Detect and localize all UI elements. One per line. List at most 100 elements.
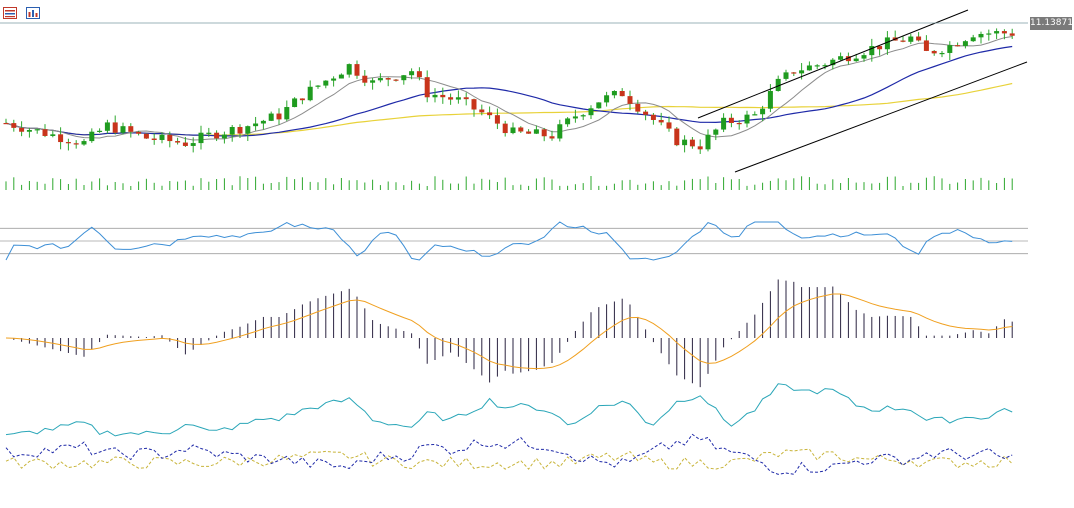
candle-body bbox=[26, 130, 32, 132]
candle-body bbox=[65, 142, 71, 144]
candle-body bbox=[424, 77, 430, 98]
candle-body bbox=[260, 120, 266, 124]
candle-body bbox=[877, 46, 883, 50]
candle-body bbox=[721, 117, 727, 130]
candle-body bbox=[986, 33, 992, 35]
minus-di-line bbox=[5, 433, 1013, 475]
candle-body bbox=[448, 97, 454, 100]
candle-body bbox=[385, 78, 391, 80]
candle-body bbox=[331, 78, 337, 81]
candle-body bbox=[541, 129, 547, 137]
candle-body bbox=[1009, 33, 1015, 36]
candle-body bbox=[884, 37, 890, 50]
candle-body bbox=[830, 59, 836, 66]
candle-body bbox=[167, 134, 173, 142]
candle-body bbox=[760, 108, 766, 115]
candle-body bbox=[962, 41, 968, 46]
candle-body bbox=[229, 127, 235, 135]
candle-body bbox=[151, 138, 157, 140]
candle-body bbox=[104, 122, 110, 131]
candle-body bbox=[323, 80, 329, 86]
candle-body bbox=[416, 71, 422, 78]
candle-body bbox=[814, 65, 820, 67]
channel-upper-line bbox=[697, 9, 969, 119]
candle-body bbox=[19, 127, 25, 132]
candle-body bbox=[268, 113, 274, 121]
candle-body bbox=[11, 123, 17, 128]
candle-body bbox=[284, 107, 290, 120]
candle-body bbox=[947, 45, 953, 53]
candle-body bbox=[869, 46, 875, 56]
candle-body bbox=[658, 119, 664, 123]
candle-body bbox=[799, 70, 805, 74]
candle-body bbox=[73, 143, 79, 145]
candle-body bbox=[939, 52, 945, 55]
candle-body bbox=[409, 71, 415, 76]
candle-body bbox=[245, 126, 251, 134]
candle-body bbox=[502, 123, 508, 134]
candle-body bbox=[346, 64, 352, 75]
candle-body bbox=[50, 134, 56, 136]
candle-body bbox=[432, 94, 438, 98]
candle-body bbox=[736, 122, 742, 125]
candle-body bbox=[370, 80, 376, 83]
candle-body bbox=[159, 134, 165, 140]
chart-list-icon[interactable] bbox=[3, 4, 17, 19]
candle-body bbox=[705, 134, 711, 150]
candle-body bbox=[994, 31, 1000, 34]
candle-body bbox=[526, 131, 532, 134]
candle-body bbox=[1001, 31, 1007, 34]
candle-body bbox=[611, 91, 617, 96]
candle-body bbox=[518, 127, 524, 132]
candle-body bbox=[237, 127, 243, 134]
plus-di-line bbox=[5, 448, 1013, 470]
candle-body bbox=[354, 64, 360, 76]
candle-body bbox=[42, 129, 48, 136]
candle-body bbox=[463, 97, 469, 100]
candle-body bbox=[838, 56, 844, 60]
candle-body bbox=[666, 122, 672, 129]
candle-body bbox=[136, 131, 142, 134]
candle-body bbox=[923, 40, 929, 51]
candle-body bbox=[401, 75, 407, 81]
candle-body bbox=[455, 97, 461, 100]
candle-body bbox=[81, 141, 87, 145]
candle-body bbox=[822, 65, 828, 67]
candle-body bbox=[767, 90, 773, 109]
candle-body bbox=[697, 146, 703, 150]
candle-body bbox=[682, 139, 688, 146]
candle-body bbox=[861, 55, 867, 59]
candle-body bbox=[752, 114, 758, 116]
moving-average-mid bbox=[5, 45, 1013, 137]
candle-body bbox=[253, 123, 259, 127]
candle-body bbox=[315, 85, 321, 87]
candle-body bbox=[377, 78, 383, 81]
candle-body bbox=[97, 130, 103, 132]
candle-body bbox=[128, 126, 134, 132]
candle-body bbox=[190, 143, 196, 146]
candle-body bbox=[955, 45, 961, 47]
candle-body bbox=[175, 141, 181, 143]
candle-body bbox=[744, 114, 750, 124]
candle-body bbox=[206, 132, 212, 134]
candle-body bbox=[791, 72, 797, 74]
candle-body bbox=[338, 74, 344, 79]
candle-body bbox=[549, 136, 555, 139]
candle-body bbox=[596, 102, 602, 109]
candle-body bbox=[908, 36, 914, 42]
chart-properties-icon[interactable] bbox=[26, 4, 40, 19]
macd-signal-line bbox=[5, 293, 1013, 370]
candle-body bbox=[533, 129, 539, 134]
candle-body bbox=[572, 116, 578, 119]
candle-body bbox=[58, 134, 64, 143]
candle-body bbox=[580, 115, 586, 117]
candle-body bbox=[783, 72, 789, 79]
candle-body bbox=[276, 113, 282, 120]
candle-body bbox=[393, 79, 399, 81]
candle-body bbox=[806, 65, 812, 71]
candle-body bbox=[728, 117, 734, 123]
candle-body bbox=[775, 78, 781, 91]
candle-body bbox=[299, 98, 305, 101]
candle-body bbox=[479, 109, 485, 113]
